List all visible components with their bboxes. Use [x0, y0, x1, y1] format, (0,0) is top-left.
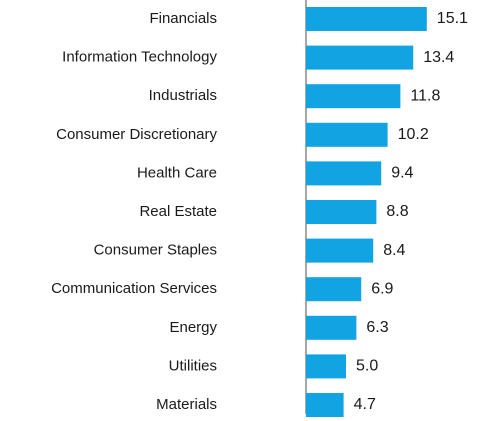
category-label: Financials — [149, 10, 217, 27]
category-label: Information Technology — [62, 49, 217, 66]
category-label: Utilities — [169, 357, 217, 374]
bar — [306, 84, 401, 109]
bar — [306, 354, 346, 379]
value-label: 11.8 — [410, 87, 440, 104]
value-label: 8.4 — [383, 242, 405, 259]
value-label: 6.3 — [366, 319, 388, 336]
bar — [306, 45, 414, 70]
bar — [306, 277, 362, 302]
value-label: 6.9 — [371, 280, 393, 297]
value-label: 8.8 — [386, 203, 408, 220]
category-label: Health Care — [137, 164, 217, 181]
bar — [306, 393, 344, 417]
category-label: Communication Services — [51, 280, 217, 297]
bar — [306, 7, 427, 31]
value-label: 13.4 — [423, 49, 454, 66]
category-label: Industrials — [149, 87, 217, 104]
value-label: 15.1 — [437, 10, 468, 27]
category-label: Consumer Discretionary — [56, 126, 217, 143]
category-label: Real Estate — [139, 203, 217, 220]
bar — [306, 238, 374, 263]
bar — [306, 200, 377, 224]
category-label: Energy — [169, 319, 217, 336]
value-label: 5.0 — [356, 358, 378, 375]
category-label: Consumer Staples — [94, 242, 217, 259]
category-label: Materials — [156, 396, 217, 413]
bar — [306, 122, 388, 147]
value-label: 10.2 — [398, 126, 429, 143]
bar — [306, 315, 357, 340]
value-label: 9.4 — [391, 165, 413, 182]
bar — [306, 161, 382, 186]
value-label: 4.7 — [354, 396, 376, 413]
